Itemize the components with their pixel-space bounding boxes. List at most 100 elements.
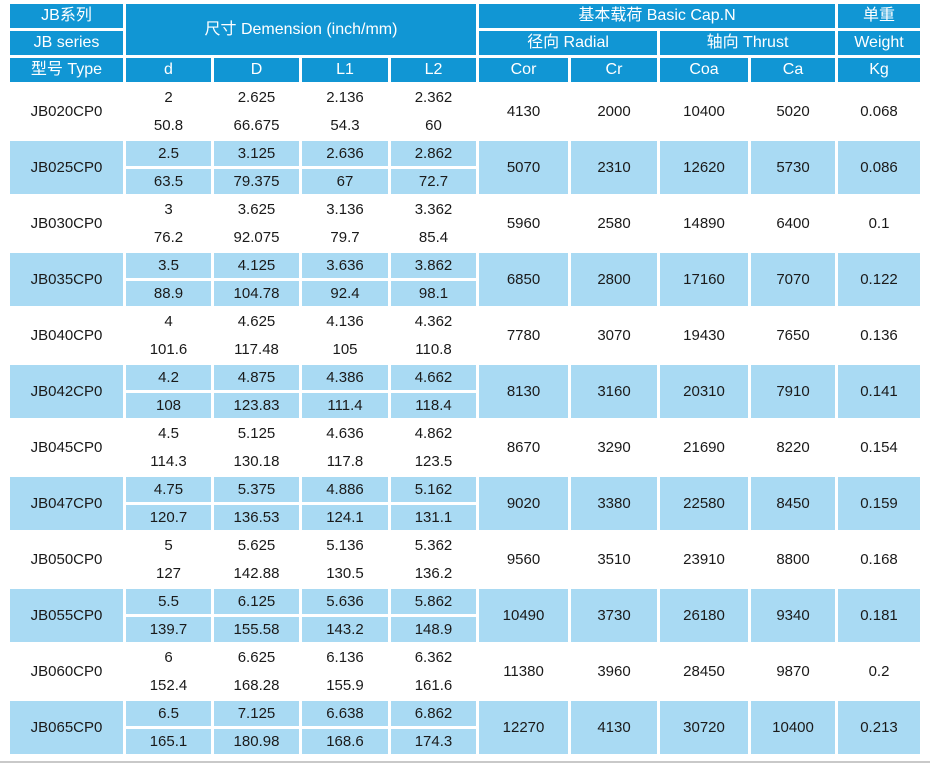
cell-d-mm: 63.5 <box>126 169 211 194</box>
cell-D-inch: 5.625 <box>214 533 299 558</box>
cell-kg: 0.181 <box>838 589 920 642</box>
cell-ca: 8450 <box>751 477 835 530</box>
model-cell: JB042CP0 <box>10 365 123 418</box>
table-row-mm: 114.3 130.18 117.8 123.5 <box>10 449 920 474</box>
header-col-cor: Cor <box>479 58 568 82</box>
cell-d-mm: 114.3 <box>126 449 211 474</box>
cell-d-mm: 88.9 <box>126 281 211 306</box>
cell-L2-inch: 2.362 <box>391 85 476 110</box>
cell-ca: 7650 <box>751 309 835 362</box>
cell-L2-inch: 3.362 <box>391 197 476 222</box>
model-cell: JB055CP0 <box>10 589 123 642</box>
cell-cor: 4130 <box>479 85 568 138</box>
cell-ca: 10400 <box>751 701 835 754</box>
cell-D-mm: 79.375 <box>214 169 299 194</box>
cell-cr: 3730 <box>571 589 657 642</box>
cell-cr: 2000 <box>571 85 657 138</box>
cell-L2-mm: 131.1 <box>391 505 476 530</box>
cell-L1-inch: 4.886 <box>302 477 388 502</box>
cell-d-mm: 108 <box>126 393 211 418</box>
model-cell: JB047CP0 <box>10 477 123 530</box>
table-row-mm: 127 142.88 130.5 136.2 <box>10 561 920 586</box>
cell-D-mm: 104.78 <box>214 281 299 306</box>
header-series-en: JB series <box>10 31 123 55</box>
cell-L2-inch: 6.862 <box>391 701 476 726</box>
cell-d-inch: 4 <box>126 309 211 334</box>
cell-L1-mm: 92.4 <box>302 281 388 306</box>
table-row-inch: JB025CP0 2.5 3.125 2.636 2.862 5070 2310… <box>10 141 920 194</box>
cell-cr: 3160 <box>571 365 657 418</box>
cell-kg: 0.068 <box>838 85 920 138</box>
table-row-inch: JB042CP0 4.2 4.875 4.386 4.662 8130 3160… <box>10 365 920 418</box>
cell-L2-inch: 4.662 <box>391 365 476 390</box>
cell-L2-inch: 2.862 <box>391 141 476 166</box>
header-weight-zh: 单重 <box>838 4 920 28</box>
cell-D-mm: 117.48 <box>214 337 299 362</box>
cell-cr: 2310 <box>571 141 657 194</box>
header-thrust: 轴向 Thrust <box>660 31 835 55</box>
cell-cor: 7780 <box>479 309 568 362</box>
cell-ca: 8220 <box>751 421 835 474</box>
cell-d-mm: 165.1 <box>126 729 211 754</box>
cell-d-inch: 5 <box>126 533 211 558</box>
cell-cor: 6850 <box>479 253 568 306</box>
cell-d-inch: 4.75 <box>126 477 211 502</box>
table-row-inch: JB050CP0 5 5.625 5.136 5.362 9560 3510 2… <box>10 533 920 586</box>
cell-ca: 7070 <box>751 253 835 306</box>
cell-L1-inch: 6.136 <box>302 645 388 670</box>
cell-L2-mm: 136.2 <box>391 561 476 586</box>
cell-coa: 12620 <box>660 141 748 194</box>
cell-ca: 9340 <box>751 589 835 642</box>
header-col-kg: Kg <box>838 58 920 82</box>
cell-cr: 3510 <box>571 533 657 586</box>
header-radial: 径向 Radial <box>479 31 657 55</box>
header-row-3: 型号 Type d D L1 L2 Cor Cr Coa Ca Kg <box>10 58 920 82</box>
cell-d-mm: 50.8 <box>126 113 211 138</box>
model-cell: JB025CP0 <box>10 141 123 194</box>
cell-ca: 9870 <box>751 645 835 698</box>
model-cell: JB045CP0 <box>10 421 123 474</box>
cell-D-inch: 7.125 <box>214 701 299 726</box>
table-body: JB020CP0 2 2.625 2.136 2.362 4130 2000 1… <box>10 85 920 754</box>
cell-cor: 9020 <box>479 477 568 530</box>
cell-kg: 0.159 <box>838 477 920 530</box>
cell-cor: 5960 <box>479 197 568 250</box>
table-row-mm: 88.9 104.78 92.4 98.1 <box>10 281 920 306</box>
cell-coa: 17160 <box>660 253 748 306</box>
header-weight-en: Weight <box>838 31 920 55</box>
header-row-2: JB series 径向 Radial 轴向 Thrust Weight <box>10 31 920 55</box>
cell-D-mm: 142.88 <box>214 561 299 586</box>
cell-L1-inch: 2.136 <box>302 85 388 110</box>
cell-L2-inch: 3.862 <box>391 253 476 278</box>
cell-d-mm: 127 <box>126 561 211 586</box>
cell-d-inch: 5.5 <box>126 589 211 614</box>
cell-L2-mm: 110.8 <box>391 337 476 362</box>
cell-kg: 0.154 <box>838 421 920 474</box>
table-row-inch: JB035CP0 3.5 4.125 3.636 3.862 6850 2800… <box>10 253 920 306</box>
cell-D-inch: 4.875 <box>214 365 299 390</box>
cell-L2-inch: 4.862 <box>391 421 476 446</box>
model-cell: JB040CP0 <box>10 309 123 362</box>
cell-coa: 19430 <box>660 309 748 362</box>
cell-d-inch: 2.5 <box>126 141 211 166</box>
cell-cor: 9560 <box>479 533 568 586</box>
cell-D-inch: 6.125 <box>214 589 299 614</box>
table-row-mm: 152.4 168.28 155.9 161.6 <box>10 673 920 698</box>
table-row-inch: JB030CP0 3 3.625 3.136 3.362 5960 2580 1… <box>10 197 920 250</box>
cell-D-mm: 168.28 <box>214 673 299 698</box>
cell-D-inch: 3.125 <box>214 141 299 166</box>
cell-cor: 5070 <box>479 141 568 194</box>
cell-L1-mm: 155.9 <box>302 673 388 698</box>
cell-L1-mm: 168.6 <box>302 729 388 754</box>
table-row-inch: JB045CP0 4.5 5.125 4.636 4.862 8670 3290… <box>10 421 920 474</box>
cell-L1-mm: 111.4 <box>302 393 388 418</box>
cell-L2-inch: 5.862 <box>391 589 476 614</box>
cell-D-mm: 66.675 <box>214 113 299 138</box>
cell-D-inch: 5.375 <box>214 477 299 502</box>
cell-cr: 3070 <box>571 309 657 362</box>
cell-d-inch: 3 <box>126 197 211 222</box>
cell-L2-inch: 4.362 <box>391 309 476 334</box>
table-header: JB系列 尺寸 Demension (inch/mm) 基本载荷 Basic C… <box>10 4 920 82</box>
cell-L2-mm: 148.9 <box>391 617 476 642</box>
